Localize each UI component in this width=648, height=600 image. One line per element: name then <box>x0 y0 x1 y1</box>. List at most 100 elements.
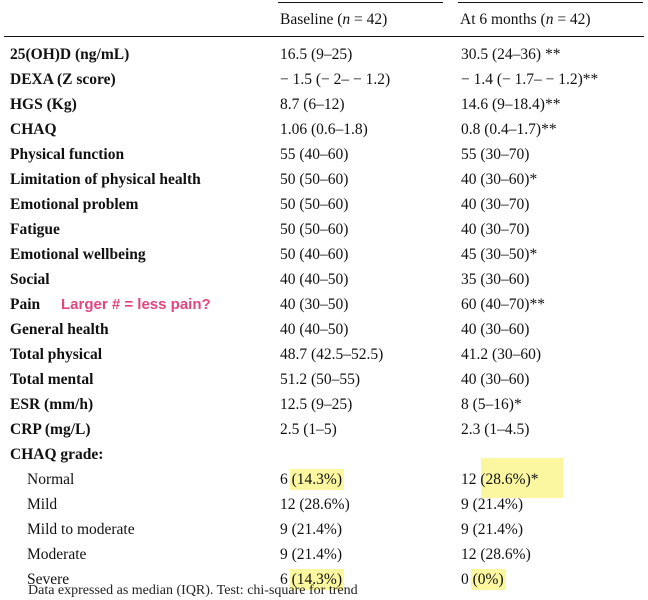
table-row: 25(OH)D (ng/mL) 16.5 (9–25) 30.5 (24–36) *… <box>0 45 648 70</box>
table-row: CHAQ 1.06 (0.6–1.8) 0.8 (0.4–1.7)** <box>0 120 648 145</box>
handwritten-annotation-note: Larger # = less pain? <box>61 296 211 313</box>
row-label: General health <box>10 321 109 338</box>
table-row: Limitation of physical health 50 (50–60) 4… <box>0 170 648 195</box>
grade-label: Mild to moderate <box>27 521 135 538</box>
baseline-cell: 40 (30–50) <box>280 296 349 313</box>
six-months-percent-highlighted: (0%) <box>472 571 504 588</box>
row-label: CHAQ grade: <box>10 446 104 463</box>
six-months-cell: 40 (30–60) <box>461 371 530 388</box>
baseline-cell: 55 (40–60) <box>280 146 349 163</box>
table-row: Total mental 51.2 (50–55) 40 (30–60) <box>0 370 648 395</box>
baseline-cell: 8.7 (6–12) <box>280 96 345 113</box>
row-label: Emotional problem <box>10 196 139 213</box>
six-months-cell: 41.2 (30–60) <box>461 346 542 363</box>
row-label: HGS (Kg) <box>10 96 77 113</box>
highlight-normal-six-months <box>481 458 563 498</box>
six-months-cell: 0 (0%) <box>461 570 504 590</box>
table-row: General health 40 (40–50) 40 (30–60) <box>0 320 648 345</box>
six-months-cell: 55 (30–70) <box>461 146 530 163</box>
baseline-cell: 50 (50–60) <box>280 171 349 188</box>
six-months-count: 12 <box>461 471 481 488</box>
six-months-cell: 0.8 (0.4–1.7)** <box>461 121 557 138</box>
row-label: Emotional wellbeing <box>10 246 146 263</box>
row-label: Pain <box>10 296 41 313</box>
table-row: ESR (mm/h) 12.5 (9–25) 8 (5–16)* <box>0 395 648 420</box>
header-top-rule-six-months <box>458 2 643 3</box>
table-row: Social 40 (40–50) 35 (30–60) <box>0 270 648 295</box>
table-row: Fatigue 50 (50–60) 40 (30–70) <box>0 220 648 245</box>
table-row: Emotional wellbeing 50 (40–60) 45 (30–50)* <box>0 245 648 270</box>
table-row: Pain 40 (30–50) 60 (40–70)** <box>0 295 648 320</box>
baseline-cell: 50 (50–60) <box>280 221 349 238</box>
baseline-cell: 12.5 (9–25) <box>280 396 353 413</box>
row-label: Limitation of physical health <box>10 171 201 188</box>
six-months-cell: 40 (30–70) <box>461 196 530 213</box>
grade-label: Moderate <box>27 546 87 563</box>
six-months-count: 0 <box>461 571 473 588</box>
table-row-grade-normal: Normal 6 (14.3%) 12 (28.6%)* <box>0 470 648 495</box>
six-months-percent: (28.6%) <box>480 546 531 563</box>
column-header-baseline: Baseline (n = 42) <box>280 11 388 28</box>
header-bottom-rule <box>4 36 644 37</box>
row-label: 25(OH)D (ng/mL) <box>10 46 130 63</box>
baseline-count: 12 <box>280 496 300 513</box>
six-months-cell: 12 (28.6%)* <box>461 470 539 490</box>
six-months-cell: 60 (40–70)** <box>461 296 545 313</box>
six-months-cell: 9 (21.4%) <box>461 495 523 515</box>
row-label: CHAQ <box>10 121 57 138</box>
baseline-percent-highlighted: (14.3%) <box>291 571 342 588</box>
baseline-percent: (21.4%) <box>291 546 342 563</box>
row-label: Social <box>10 271 50 288</box>
six-months-cell: − 1.4 (− 1.7– − 1.2)** <box>461 71 599 88</box>
baseline-cell: − 1.5 (− 2– − 1.2) <box>280 71 391 88</box>
row-label: ESR (mm/h) <box>10 396 94 413</box>
table-row: Physical function 55 (40–60) 55 (30–70) <box>0 145 648 170</box>
six-months-count: 12 <box>461 546 481 563</box>
baseline-cell: 12 (28.6%) <box>280 495 350 515</box>
baseline-count: 6 <box>280 571 292 588</box>
grade-label: Normal <box>27 471 75 488</box>
row-label: Total physical <box>10 346 103 363</box>
header-top-rule-baseline <box>278 2 443 3</box>
baseline-count: 9 <box>280 521 292 538</box>
baseline-cell: 40 (40–50) <box>280 321 349 338</box>
six-months-percent: (21.4%) <box>472 521 523 538</box>
baseline-count: 9 <box>280 546 292 563</box>
table-row: DEXA (Z score) − 1.5 (− 2– − 1.2) − 1.4 (−… <box>0 70 648 95</box>
table-row: CRP (mg/L) 2.5 (1–5) 2.3 (1–4.5) <box>0 420 648 445</box>
baseline-cell: 9 (21.4%) <box>280 520 342 540</box>
baseline-cell: 16.5 (9–25) <box>280 46 353 63</box>
baseline-cell: 40 (40–50) <box>280 271 349 288</box>
table-row-grade-mild-to-moderate: Mild to moderate 9 (21.4%) 9 (21.4%) <box>0 520 648 545</box>
column-header-six-months: At 6 months (n = 42) <box>460 11 591 28</box>
row-label: Total mental <box>10 371 94 388</box>
table-row-section-chaq-grade: CHAQ grade: <box>0 445 648 470</box>
six-months-count: 9 <box>461 521 473 538</box>
six-months-percent-highlighted: (28.6%)* <box>480 471 539 488</box>
baseline-cell: 50 (40–60) <box>280 246 349 263</box>
six-months-count: 9 <box>461 496 473 513</box>
baseline-cell: 1.06 (0.6–1.8) <box>280 121 368 138</box>
row-label: Physical function <box>10 146 125 163</box>
six-months-cell: 35 (30–60) <box>461 271 530 288</box>
grade-label: Severe <box>27 571 70 588</box>
table-row-grade-mild: Mild 12 (28.6%) 9 (21.4%) <box>0 495 648 520</box>
row-label: DEXA (Z score) <box>10 71 116 88</box>
grade-label: Mild <box>27 496 58 513</box>
baseline-count: 6 <box>280 471 292 488</box>
baseline-cell: 6 (14.3%) <box>280 470 342 490</box>
table-row: HGS (Kg) 8.7 (6–12) 14.6 (9–18.4)** <box>0 95 648 120</box>
table-row-grade-moderate: Moderate 9 (21.4%) 12 (28.6%) <box>0 545 648 570</box>
six-months-cell: 30.5 (24–36) ** <box>461 46 561 63</box>
row-label: CRP (mg/L) <box>10 421 91 438</box>
six-months-cell: 40 (30–60) <box>461 321 530 338</box>
baseline-cell: 2.5 (1–5) <box>280 421 337 438</box>
six-months-cell: 8 (5–16)* <box>461 396 522 413</box>
baseline-cell: 50 (50–60) <box>280 196 349 213</box>
baseline-cell: 6 (14.3%) <box>280 570 342 590</box>
six-months-cell: 9 (21.4%) <box>461 520 523 540</box>
table-row: Emotional problem 50 (50–60) 40 (30–70) <box>0 195 648 220</box>
baseline-percent: (28.6%) <box>299 496 350 513</box>
baseline-cell: 48.7 (42.5–52.5) <box>280 346 384 363</box>
